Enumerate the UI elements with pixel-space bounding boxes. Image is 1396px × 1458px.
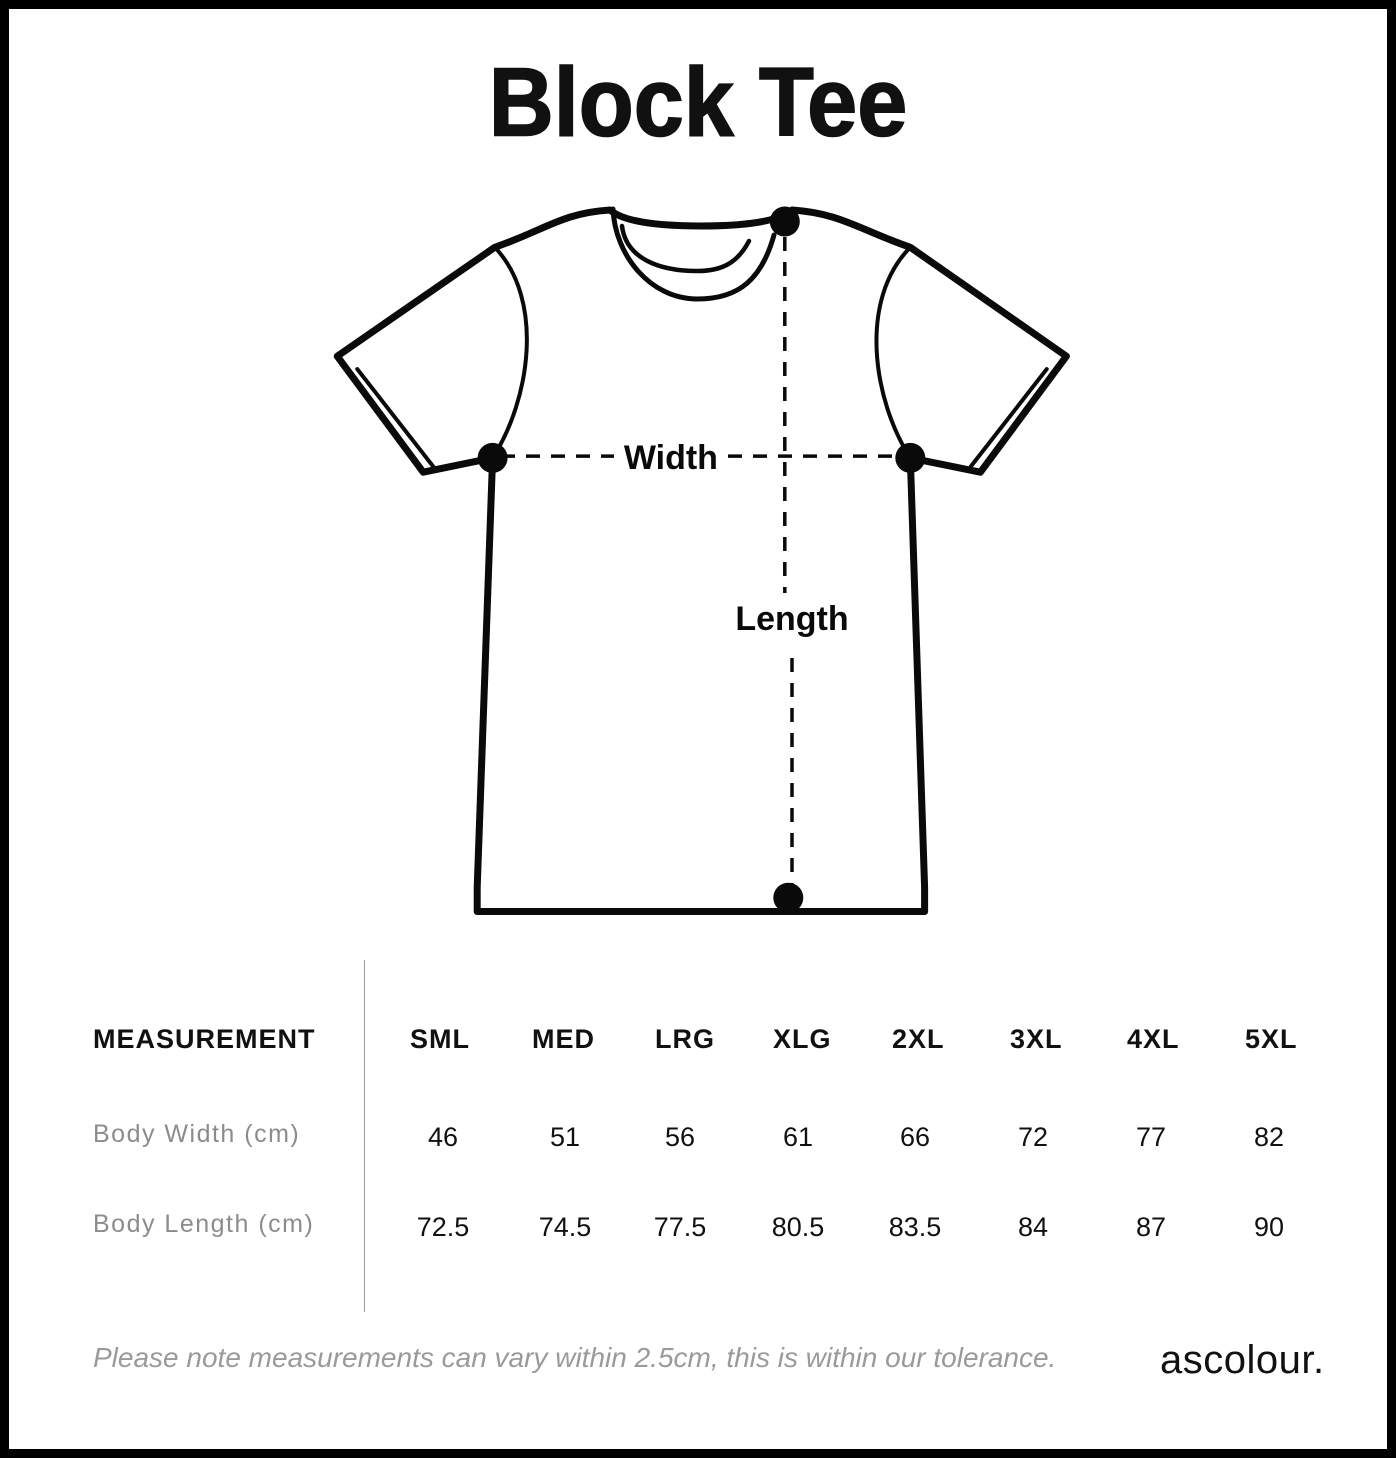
svg-text:Length: Length	[735, 600, 848, 638]
svg-text:Width: Width	[624, 439, 718, 477]
